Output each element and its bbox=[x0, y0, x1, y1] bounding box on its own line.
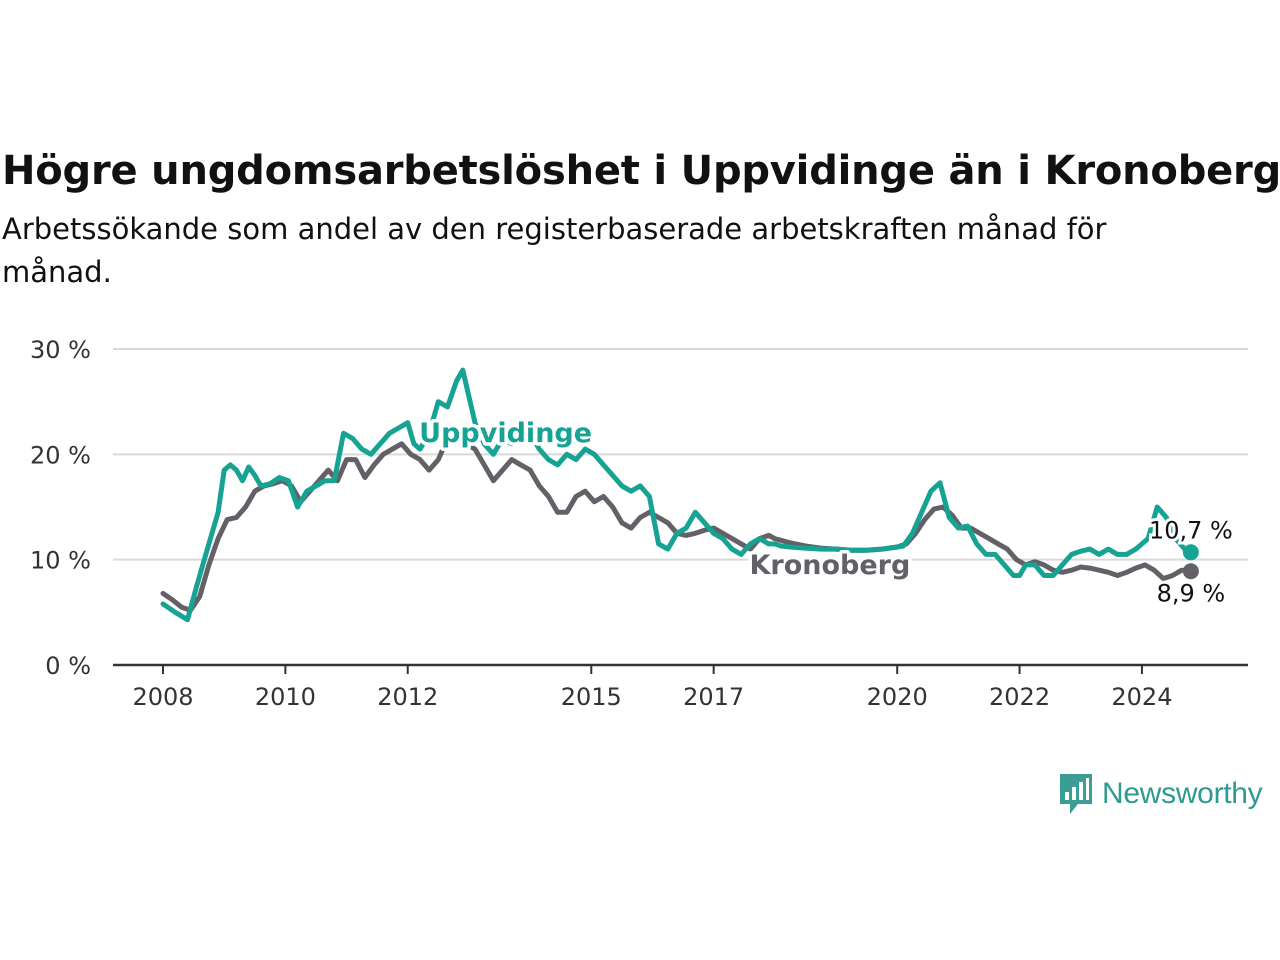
series-label-kronoberg: Kronoberg bbox=[749, 550, 910, 581]
bar-chart-speech-bubble-icon bbox=[1060, 774, 1092, 814]
x-tick-label: 2024 bbox=[1111, 683, 1172, 711]
y-tick-label: 10 % bbox=[30, 547, 91, 575]
end-point-kronoberg bbox=[1182, 563, 1199, 580]
page-subtitle: Arbetssökande som andel av den registerb… bbox=[2, 212, 1107, 289]
end-value-label-kronoberg: 8,9 % bbox=[1157, 579, 1226, 607]
x-tick-label: 2022 bbox=[989, 683, 1050, 711]
x-tick-label: 2012 bbox=[377, 683, 438, 711]
series-line-uppvidinge bbox=[160, 367, 1194, 623]
end-point-uppvidinge bbox=[1182, 544, 1199, 561]
x-tick-label: 2017 bbox=[683, 683, 744, 711]
x-tick-label: 2020 bbox=[867, 683, 928, 711]
x-tick-label: 2010 bbox=[255, 683, 316, 711]
series-label-uppvidinge: Uppvidinge bbox=[419, 418, 592, 449]
brand-name: Newsworthy bbox=[1102, 777, 1263, 810]
x-tick-label: 2015 bbox=[561, 683, 622, 711]
x-tick-label: 2008 bbox=[132, 683, 193, 711]
page-title: Högre ungdomsarbetslöshet i Uppvidinge ä… bbox=[2, 148, 1280, 194]
y-tick-label: 30 % bbox=[30, 336, 91, 364]
end-value-label-uppvidinge: 10,7 % bbox=[1149, 516, 1233, 544]
y-tick-label: 20 % bbox=[30, 441, 91, 469]
y-tick-label: 0 % bbox=[45, 652, 91, 680]
series-line-kronoberg bbox=[160, 436, 1194, 613]
brand-logo: Newsworthy bbox=[1058, 772, 1263, 816]
